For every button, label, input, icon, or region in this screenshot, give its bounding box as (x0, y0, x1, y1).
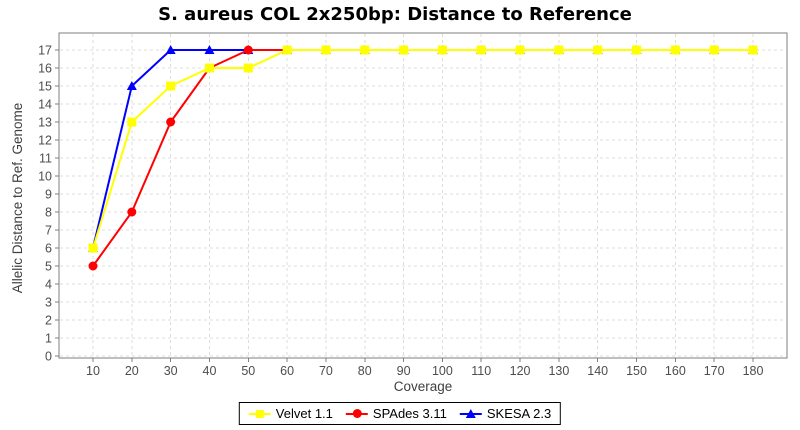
marker-triangle-up (165, 45, 176, 54)
y-tick-label: 16 (38, 62, 52, 76)
y-tick-label: 6 (45, 242, 52, 256)
x-tick-label: 10 (86, 364, 100, 378)
marker-circle (166, 117, 176, 127)
marker-square (593, 45, 603, 55)
y-tick-label: 7 (45, 224, 52, 238)
marker-square (204, 63, 214, 73)
marker-square (243, 63, 253, 73)
marker-square (321, 45, 331, 55)
y-tick-label: 17 (38, 44, 52, 58)
legend-item-spades: SPAdes 3.11 (345, 406, 447, 421)
y-tick-label: 4 (45, 278, 52, 292)
x-tick-label: 120 (510, 364, 531, 378)
marker-square (670, 45, 680, 55)
y-axis-label: Allelic Distance to Ref. Genome (10, 102, 25, 294)
marker-square (554, 45, 564, 55)
x-tick-label: 30 (164, 364, 178, 378)
y-tick-label: 5 (45, 260, 52, 274)
marker-square (632, 45, 642, 55)
x-tick-label: 50 (241, 364, 255, 378)
marker-circle (243, 45, 253, 55)
spades-circle-marker-icon (345, 408, 368, 420)
y-tick-label: 12 (38, 134, 52, 148)
marker-circle (88, 261, 98, 271)
x-tick-label: 20 (125, 364, 139, 378)
legend-label-velvet: Velvet 1.1 (275, 406, 333, 421)
x-tick-label: 180 (743, 364, 764, 378)
marker-square (437, 45, 447, 55)
y-tick-label: 8 (45, 206, 52, 220)
x-axis-label: Coverage (393, 379, 453, 394)
x-tick-label: 60 (280, 364, 294, 378)
y-tick-label: 9 (45, 188, 52, 202)
y-tick-label: 15 (38, 80, 52, 94)
legend-label-spades: SPAdes 3.11 (372, 406, 447, 421)
marker-triangle-up (204, 45, 215, 54)
x-tick-label: 110 (471, 364, 491, 378)
y-tick-label: 13 (38, 116, 52, 130)
x-tick-label: 170 (704, 364, 725, 378)
x-tick-label: 100 (432, 364, 453, 378)
y-tick-label: 11 (39, 152, 52, 166)
x-tick-label: 160 (665, 364, 686, 378)
y-tick-label: 10 (38, 170, 52, 184)
marker-square (166, 81, 176, 91)
x-tick-label: 140 (587, 364, 608, 378)
legend-item-skesa: SKESA 2.3 (459, 406, 552, 421)
x-tick-label: 70 (319, 364, 333, 378)
marker-square (709, 45, 719, 55)
marker-square (127, 117, 137, 127)
skesa-triangle-marker-icon (459, 408, 482, 420)
x-tick-label: 130 (548, 364, 569, 378)
marker-circle (127, 207, 137, 217)
marker-square (748, 45, 758, 55)
marker-square (399, 45, 409, 55)
marker-triangle-up (126, 81, 137, 90)
y-tick-label: 0 (45, 350, 52, 364)
chart-title: S. aureus COL 2x250bp: Distance to Refer… (158, 4, 632, 25)
legend-label-skesa: SKESA 2.3 (486, 406, 552, 421)
legend-item-velvet: Velvet 1.1 (248, 406, 333, 421)
marker-square (476, 45, 486, 55)
y-tick-label: 2 (45, 314, 52, 328)
y-tick-label: 14 (38, 98, 52, 112)
velvet-square-marker-icon (248, 408, 271, 420)
y-tick-label: 3 (45, 296, 52, 310)
marker-square (515, 45, 525, 55)
marker-square (282, 45, 292, 55)
x-tick-label: 90 (397, 364, 411, 378)
y-tick-label: 1 (45, 332, 52, 346)
marker-square (360, 45, 370, 55)
x-tick-label: 80 (358, 364, 372, 378)
legend: Velvet 1.1 SPAdes 3.11 SKESA 2.3 (238, 402, 562, 425)
plot-border (58, 32, 788, 359)
x-tick-label: 40 (203, 364, 217, 378)
x-tick-label: 150 (626, 364, 647, 378)
marker-square (88, 243, 98, 253)
series-line-velvet (92, 49, 753, 249)
